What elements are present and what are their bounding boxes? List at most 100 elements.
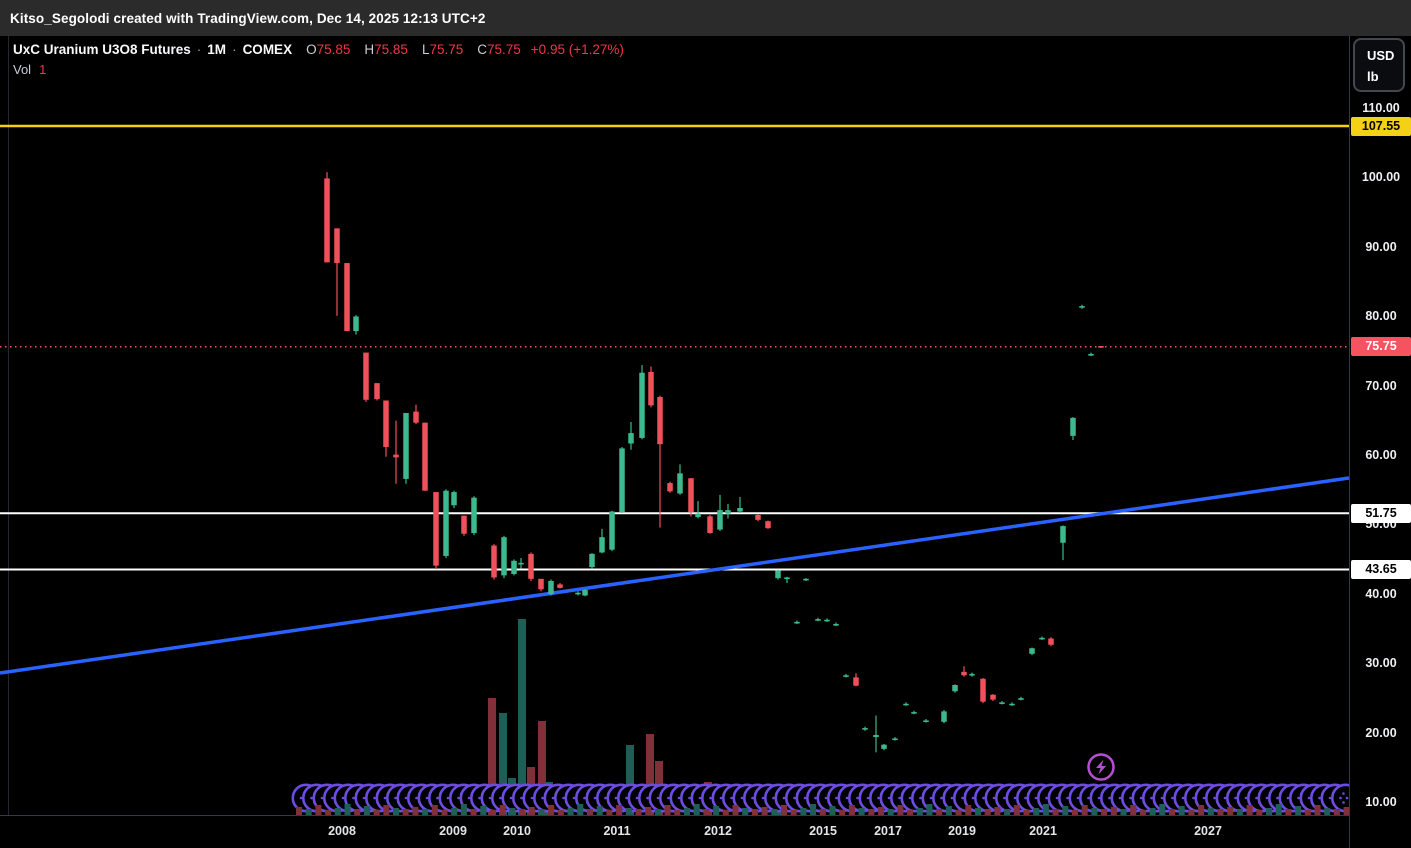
- candle[interactable]: [1060, 526, 1066, 543]
- candle[interactable]: [619, 448, 625, 513]
- candle[interactable]: [383, 400, 389, 447]
- candle[interactable]: [1079, 306, 1085, 308]
- candle[interactable]: [873, 734, 879, 738]
- candle[interactable]: [765, 521, 771, 529]
- volume-strip-bar: [1013, 805, 1020, 815]
- candle[interactable]: [491, 545, 497, 578]
- candle[interactable]: [1018, 698, 1024, 700]
- volume-strip-bar: [480, 806, 487, 815]
- candle[interactable]: [853, 677, 859, 686]
- candle[interactable]: [923, 720, 929, 723]
- candle[interactable]: [881, 744, 887, 749]
- candle[interactable]: [815, 619, 821, 621]
- candle[interactable]: [334, 228, 340, 264]
- candle[interactable]: [794, 621, 800, 624]
- price-axis[interactable]: USD lb 110.00 100.00 90.00 80.00 70.00 60.00 5…: [1349, 36, 1411, 848]
- candle[interactable]: [980, 678, 986, 702]
- candle[interactable]: [961, 671, 967, 676]
- candle[interactable]: [324, 178, 330, 263]
- candle[interactable]: [688, 478, 694, 513]
- candle[interactable]: [582, 589, 588, 596]
- candle[interactable]: [903, 703, 909, 706]
- candle[interactable]: [344, 263, 350, 332]
- candle[interactable]: [1009, 703, 1015, 706]
- candle[interactable]: [575, 592, 581, 595]
- candle[interactable]: [374, 383, 380, 400]
- candle[interactable]: [990, 694, 996, 700]
- candle[interactable]: [999, 702, 1005, 704]
- candle[interactable]: [589, 553, 595, 568]
- exchange-label: COMEX: [242, 42, 293, 57]
- candle[interactable]: [461, 515, 467, 534]
- candle[interactable]: [609, 511, 615, 550]
- symbol-title[interactable]: UxC Uranium U3O8 Futures: [13, 42, 191, 57]
- candle[interactable]: [639, 372, 645, 438]
- volume-strip-bar: [625, 808, 632, 815]
- candle[interactable]: [667, 483, 673, 492]
- candle[interactable]: [403, 412, 409, 479]
- candle[interactable]: [433, 492, 439, 566]
- candle[interactable]: [737, 508, 743, 512]
- candle[interactable]: [451, 492, 457, 506]
- pattern-dot: [614, 796, 618, 800]
- lightning-bolt-icon[interactable]: [1096, 759, 1106, 775]
- candle[interactable]: [657, 397, 663, 445]
- candle[interactable]: [833, 623, 839, 626]
- candle[interactable]: [717, 510, 723, 530]
- candle[interactable]: [557, 584, 563, 588]
- candle[interactable]: [677, 473, 683, 494]
- candle[interactable]: [511, 560, 517, 574]
- candle[interactable]: [501, 537, 507, 576]
- candle[interactable]: [353, 316, 359, 332]
- candle[interactable]: [648, 372, 654, 406]
- candle[interactable]: [471, 497, 477, 534]
- volume-strip-bar: [907, 810, 914, 815]
- candle[interactable]: [941, 711, 947, 722]
- time-axis[interactable]: 2008 2009 2010 2011 2012 2015 2017 2019 2021 2027: [0, 815, 1349, 848]
- candle[interactable]: [803, 578, 809, 581]
- candle[interactable]: [548, 580, 554, 595]
- candle[interactable]: [1039, 637, 1045, 640]
- candle[interactable]: [911, 712, 917, 714]
- candle[interactable]: [1048, 638, 1054, 645]
- volume-strip-bar: [1227, 807, 1234, 815]
- volume-strip-bar: [509, 808, 516, 815]
- candle[interactable]: [628, 433, 634, 444]
- pattern-dot: [1076, 796, 1080, 800]
- candle[interactable]: [518, 562, 524, 565]
- chart-pane[interactable]: UxC Uranium U3O8 Futures · 1M · COMEX O7…: [0, 36, 1349, 815]
- candle[interactable]: [784, 577, 790, 580]
- candle[interactable]: [413, 411, 419, 423]
- candle[interactable]: [824, 619, 830, 622]
- trend-line[interactable]: [0, 476, 1349, 675]
- legend[interactable]: UxC Uranium U3O8 Futures · 1M · COMEX O7…: [13, 42, 624, 77]
- candle[interactable]: [1098, 346, 1104, 348]
- candle[interactable]: [725, 510, 731, 514]
- candle[interactable]: [755, 514, 761, 520]
- candle[interactable]: [1070, 417, 1076, 436]
- candle[interactable]: [952, 685, 958, 692]
- chart-canvas[interactable]: [0, 36, 1349, 815]
- volume-strip-bar: [771, 809, 778, 815]
- candle[interactable]: [892, 738, 898, 741]
- pattern-dot: [499, 796, 502, 800]
- candle[interactable]: [363, 352, 369, 400]
- candle[interactable]: [775, 570, 781, 579]
- candle[interactable]: [443, 490, 449, 556]
- candle[interactable]: [422, 422, 428, 491]
- volume-label[interactable]: Vol: [13, 62, 32, 77]
- candle[interactable]: [538, 578, 544, 590]
- candle[interactable]: [695, 513, 701, 518]
- candle[interactable]: [393, 454, 399, 458]
- candle[interactable]: [1029, 648, 1035, 654]
- candle[interactable]: [1088, 353, 1094, 356]
- candle[interactable]: [528, 553, 534, 579]
- volume-strip-bar: [354, 809, 361, 815]
- volume-bar: [538, 721, 546, 815]
- candle[interactable]: [843, 675, 849, 677]
- interval-label[interactable]: 1M: [207, 42, 227, 57]
- candle[interactable]: [707, 516, 713, 534]
- candle[interactable]: [862, 728, 868, 730]
- candle[interactable]: [599, 537, 605, 553]
- candle[interactable]: [969, 673, 975, 676]
